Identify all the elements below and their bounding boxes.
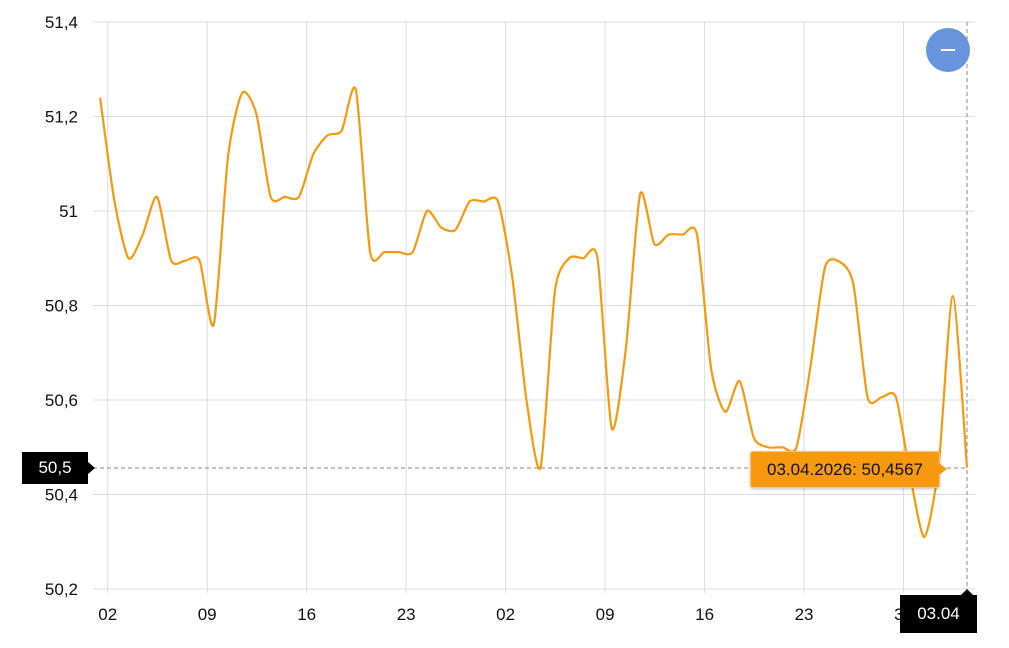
y-axis: 50,2 50,4 50,6 50,8 51 51,2 51,4: [45, 13, 78, 599]
x-tick-label: 02: [98, 605, 117, 624]
x-tick-label: 02: [496, 605, 515, 624]
tooltip: 03.04.2026: 50,4567: [750, 451, 947, 488]
y-tick-label: 50,2: [45, 580, 78, 599]
x-tick-label: 09: [198, 605, 217, 624]
grid: [93, 21, 975, 593]
x-tick-label: 23: [397, 605, 416, 624]
y-tick-label: 51,4: [45, 13, 78, 32]
x-tick-label: 09: [596, 605, 615, 624]
y-tick-label: 50,6: [45, 391, 78, 410]
series-line: [99, 86, 969, 539]
y-tick-label: 50,8: [45, 297, 78, 316]
y-tick-label: 51,2: [45, 108, 78, 127]
x-axis: 020916230209162330: [98, 605, 913, 624]
x-tick-label: 16: [695, 605, 714, 624]
crosshair-y-label: 50,5: [22, 452, 95, 484]
x-tick-label: 23: [795, 605, 814, 624]
y-tick-label: 51: [59, 202, 78, 221]
x-tick-label: 16: [297, 605, 316, 624]
minus-icon: [941, 49, 955, 51]
crosshair-x-label: 03.04: [900, 589, 977, 633]
y-tick-label: 50,4: [45, 486, 78, 505]
zoom-out-button[interactable]: [926, 28, 970, 72]
